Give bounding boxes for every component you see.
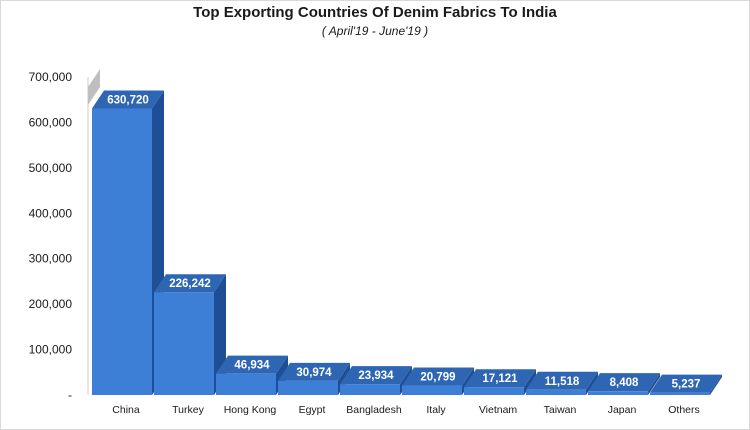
bar-top bbox=[92, 90, 164, 109]
data-label: 17,121 bbox=[482, 373, 518, 385]
bar bbox=[154, 292, 214, 395]
y-tick-label: - bbox=[68, 388, 72, 402]
data-label: 23,934 bbox=[358, 370, 394, 382]
y-tick-label: 700,000 bbox=[29, 70, 73, 84]
y-tick-label: 300,000 bbox=[29, 252, 73, 266]
bar-top bbox=[526, 371, 598, 390]
bar bbox=[650, 392, 710, 395]
y-tick-label: 500,000 bbox=[29, 161, 73, 175]
x-tick-label: Japan bbox=[608, 404, 637, 416]
x-tick-label: Taiwan bbox=[544, 404, 577, 416]
data-label: 5,237 bbox=[672, 379, 701, 391]
bar-top bbox=[154, 274, 226, 293]
bar-top bbox=[588, 373, 660, 392]
x-tick-label: Hong Kong bbox=[224, 404, 277, 416]
bar-top bbox=[464, 369, 536, 388]
data-label: 226,242 bbox=[169, 278, 211, 290]
bar bbox=[588, 391, 648, 395]
y-tick-label: 200,000 bbox=[29, 297, 73, 311]
x-tick-label: Vietnam bbox=[479, 404, 518, 416]
bar bbox=[92, 108, 152, 396]
bar-top bbox=[216, 355, 288, 374]
data-label: 8,408 bbox=[610, 377, 639, 389]
x-tick-label: Bangladesh bbox=[346, 404, 402, 416]
data-label: 30,974 bbox=[296, 367, 332, 379]
axis-wall-edge bbox=[88, 69, 100, 105]
data-label: 11,518 bbox=[545, 376, 580, 388]
x-tick-label: Others bbox=[668, 404, 700, 416]
bar bbox=[526, 389, 586, 395]
data-label: 20,799 bbox=[420, 372, 455, 384]
bar-top bbox=[402, 367, 474, 386]
y-tick-label: 100,000 bbox=[29, 343, 73, 357]
bar bbox=[278, 380, 338, 395]
bar bbox=[216, 373, 276, 395]
bar-top bbox=[650, 374, 722, 393]
x-tick-label: Turkey bbox=[172, 404, 204, 416]
bar-side bbox=[710, 374, 722, 395]
bar-side bbox=[586, 371, 598, 395]
x-tick-label: Italy bbox=[426, 404, 446, 416]
bar-side bbox=[648, 373, 660, 395]
chart-subtitle: ( April'19 - June'19 ) bbox=[321, 24, 429, 38]
data-label: 46,934 bbox=[234, 360, 270, 372]
bar bbox=[464, 387, 524, 395]
x-tick-label: Egypt bbox=[299, 404, 326, 416]
x-tick-label: China bbox=[112, 404, 140, 416]
y-tick-label: 400,000 bbox=[29, 206, 73, 220]
y-tick-label: 600,000 bbox=[29, 115, 73, 129]
chart-title: Top Exporting Countries Of Denim Fabrics… bbox=[193, 4, 557, 21]
bar bbox=[402, 385, 462, 395]
bar-top bbox=[278, 362, 350, 381]
bar-top bbox=[340, 366, 412, 385]
data-label: 630,720 bbox=[107, 94, 149, 106]
bar bbox=[340, 384, 400, 395]
